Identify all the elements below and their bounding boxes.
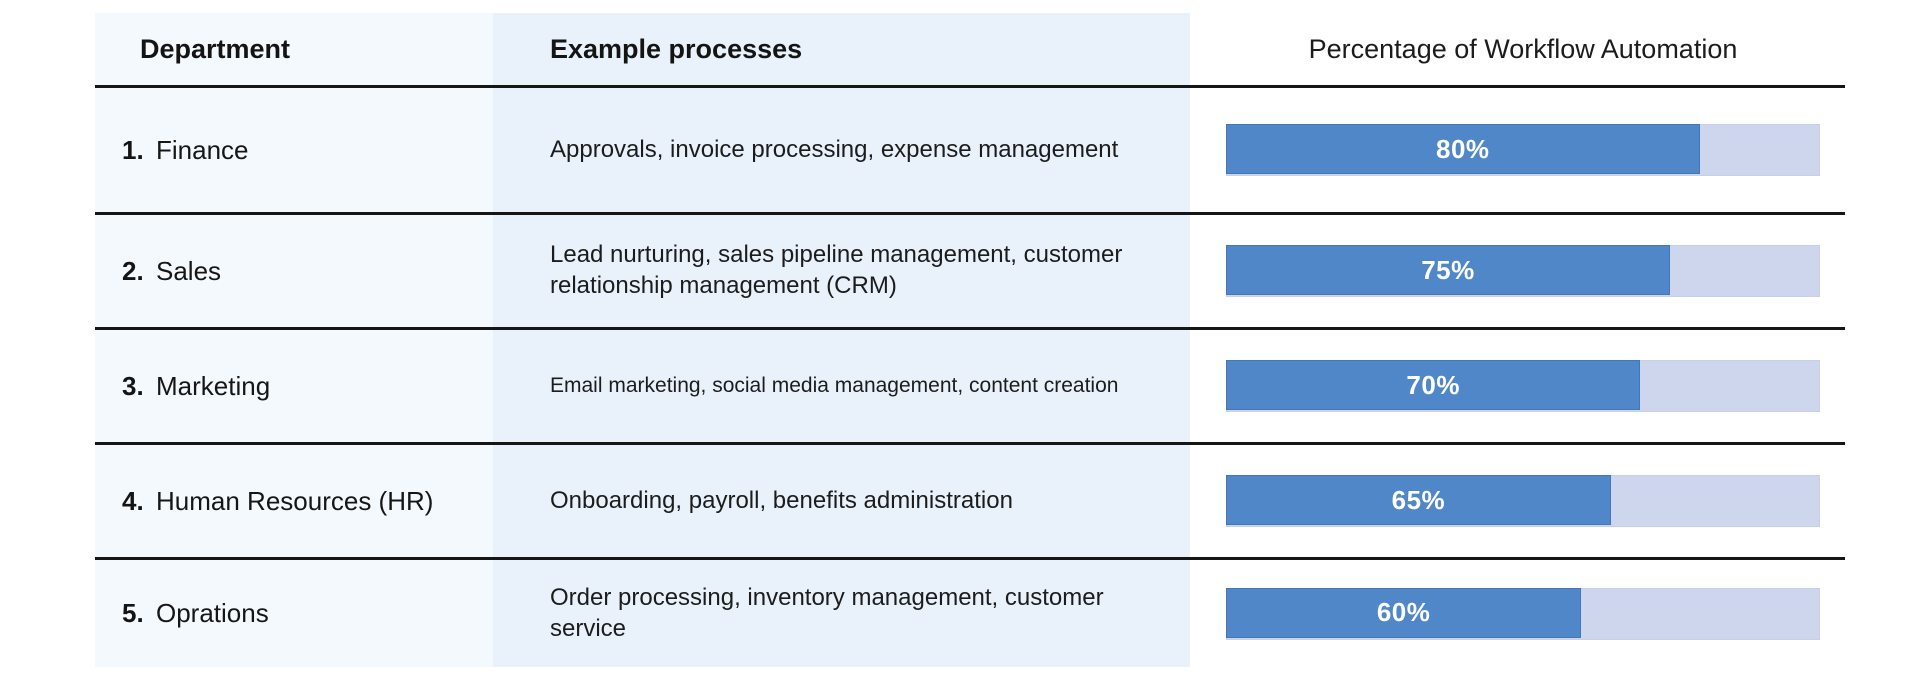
column-header-percentage: Percentage of Workflow Automation [1190,13,1845,85]
table-body: 1. Finance Approvals, invoice processing… [95,88,1845,667]
table-row: 5. Oprations Order processing, inventory… [95,560,1845,667]
process-description: Email marketing, social media management… [550,373,1119,397]
automation-bar-track: 65% [1226,475,1820,527]
automation-bar-fill: 80% [1226,124,1700,174]
processes-cell: Email marketing, social media management… [493,330,1190,442]
department-name: Finance [156,134,249,165]
row-number: 5. [122,598,144,628]
percent-label: 65% [1391,484,1446,515]
process-description: Lead nurturing, sales pipeline managemen… [550,241,1123,299]
department-name: Marketing [156,370,271,401]
automation-bar-fill: 75% [1226,245,1670,295]
row-number: 1. [122,134,144,165]
processes-cell: Onboarding, payroll, benefits administra… [493,445,1190,557]
department-cell: 2. Sales [95,215,493,327]
department-cell: 5. Oprations [95,560,493,667]
table-row: 3. Marketing Email marketing, social med… [95,330,1845,445]
percent-label: 75% [1421,254,1475,285]
percentage-cell: 80% [1190,88,1845,212]
department-name: Sales [156,255,222,286]
department-name: Human Resources (HR) [156,485,434,516]
automation-bar-track: 70% [1226,360,1820,412]
table-row: 1. Finance Approvals, invoice processing… [95,88,1845,215]
table-header-row: Department Example processes Percentage … [95,13,1845,88]
column-header-processes: Example processes [493,13,1190,85]
automation-bar-track: 75% [1226,245,1820,297]
row-number: 2. [122,255,144,286]
table-row: 4. Human Resources (HR) Onboarding, payr… [95,445,1845,560]
process-description: Order processing, inventory management, … [550,583,1104,642]
percentage-cell: 75% [1190,215,1845,327]
automation-bar-fill: 65% [1226,475,1611,525]
automation-bar-fill: 60% [1226,587,1582,638]
department-cell: 1. Finance [95,88,493,212]
department-cell: 4. Human Resources (HR) [95,445,493,557]
percentage-cell: 60% [1190,560,1845,667]
automation-bar-fill: 70% [1226,360,1641,410]
table-row: 2. Sales Lead nurturing, sales pipeline … [95,215,1845,330]
percentage-cell: 70% [1190,330,1845,442]
percent-label: 70% [1406,369,1460,400]
processes-cell: Lead nurturing, sales pipeline managemen… [493,215,1190,327]
department-cell: 3. Marketing [95,330,493,442]
automation-bar-track: 60% [1226,587,1820,640]
percentage-cell: 65% [1190,445,1845,557]
row-number: 4. [122,485,144,516]
row-number: 3. [122,370,144,401]
automation-bar-track: 80% [1226,124,1820,176]
processes-cell: Approvals, invoice processing, expense m… [493,88,1190,212]
percent-label: 80% [1436,133,1490,164]
processes-cell: Order processing, inventory management, … [493,560,1190,667]
process-description: Approvals, invoice processing, expense m… [550,135,1119,163]
percent-label: 60% [1376,597,1431,627]
department-name: Oprations [156,598,269,628]
column-header-department: Department [95,13,493,85]
process-description: Onboarding, payroll, benefits administra… [550,486,1013,514]
workflow-table: Department Example processes Percentage … [95,13,1845,667]
